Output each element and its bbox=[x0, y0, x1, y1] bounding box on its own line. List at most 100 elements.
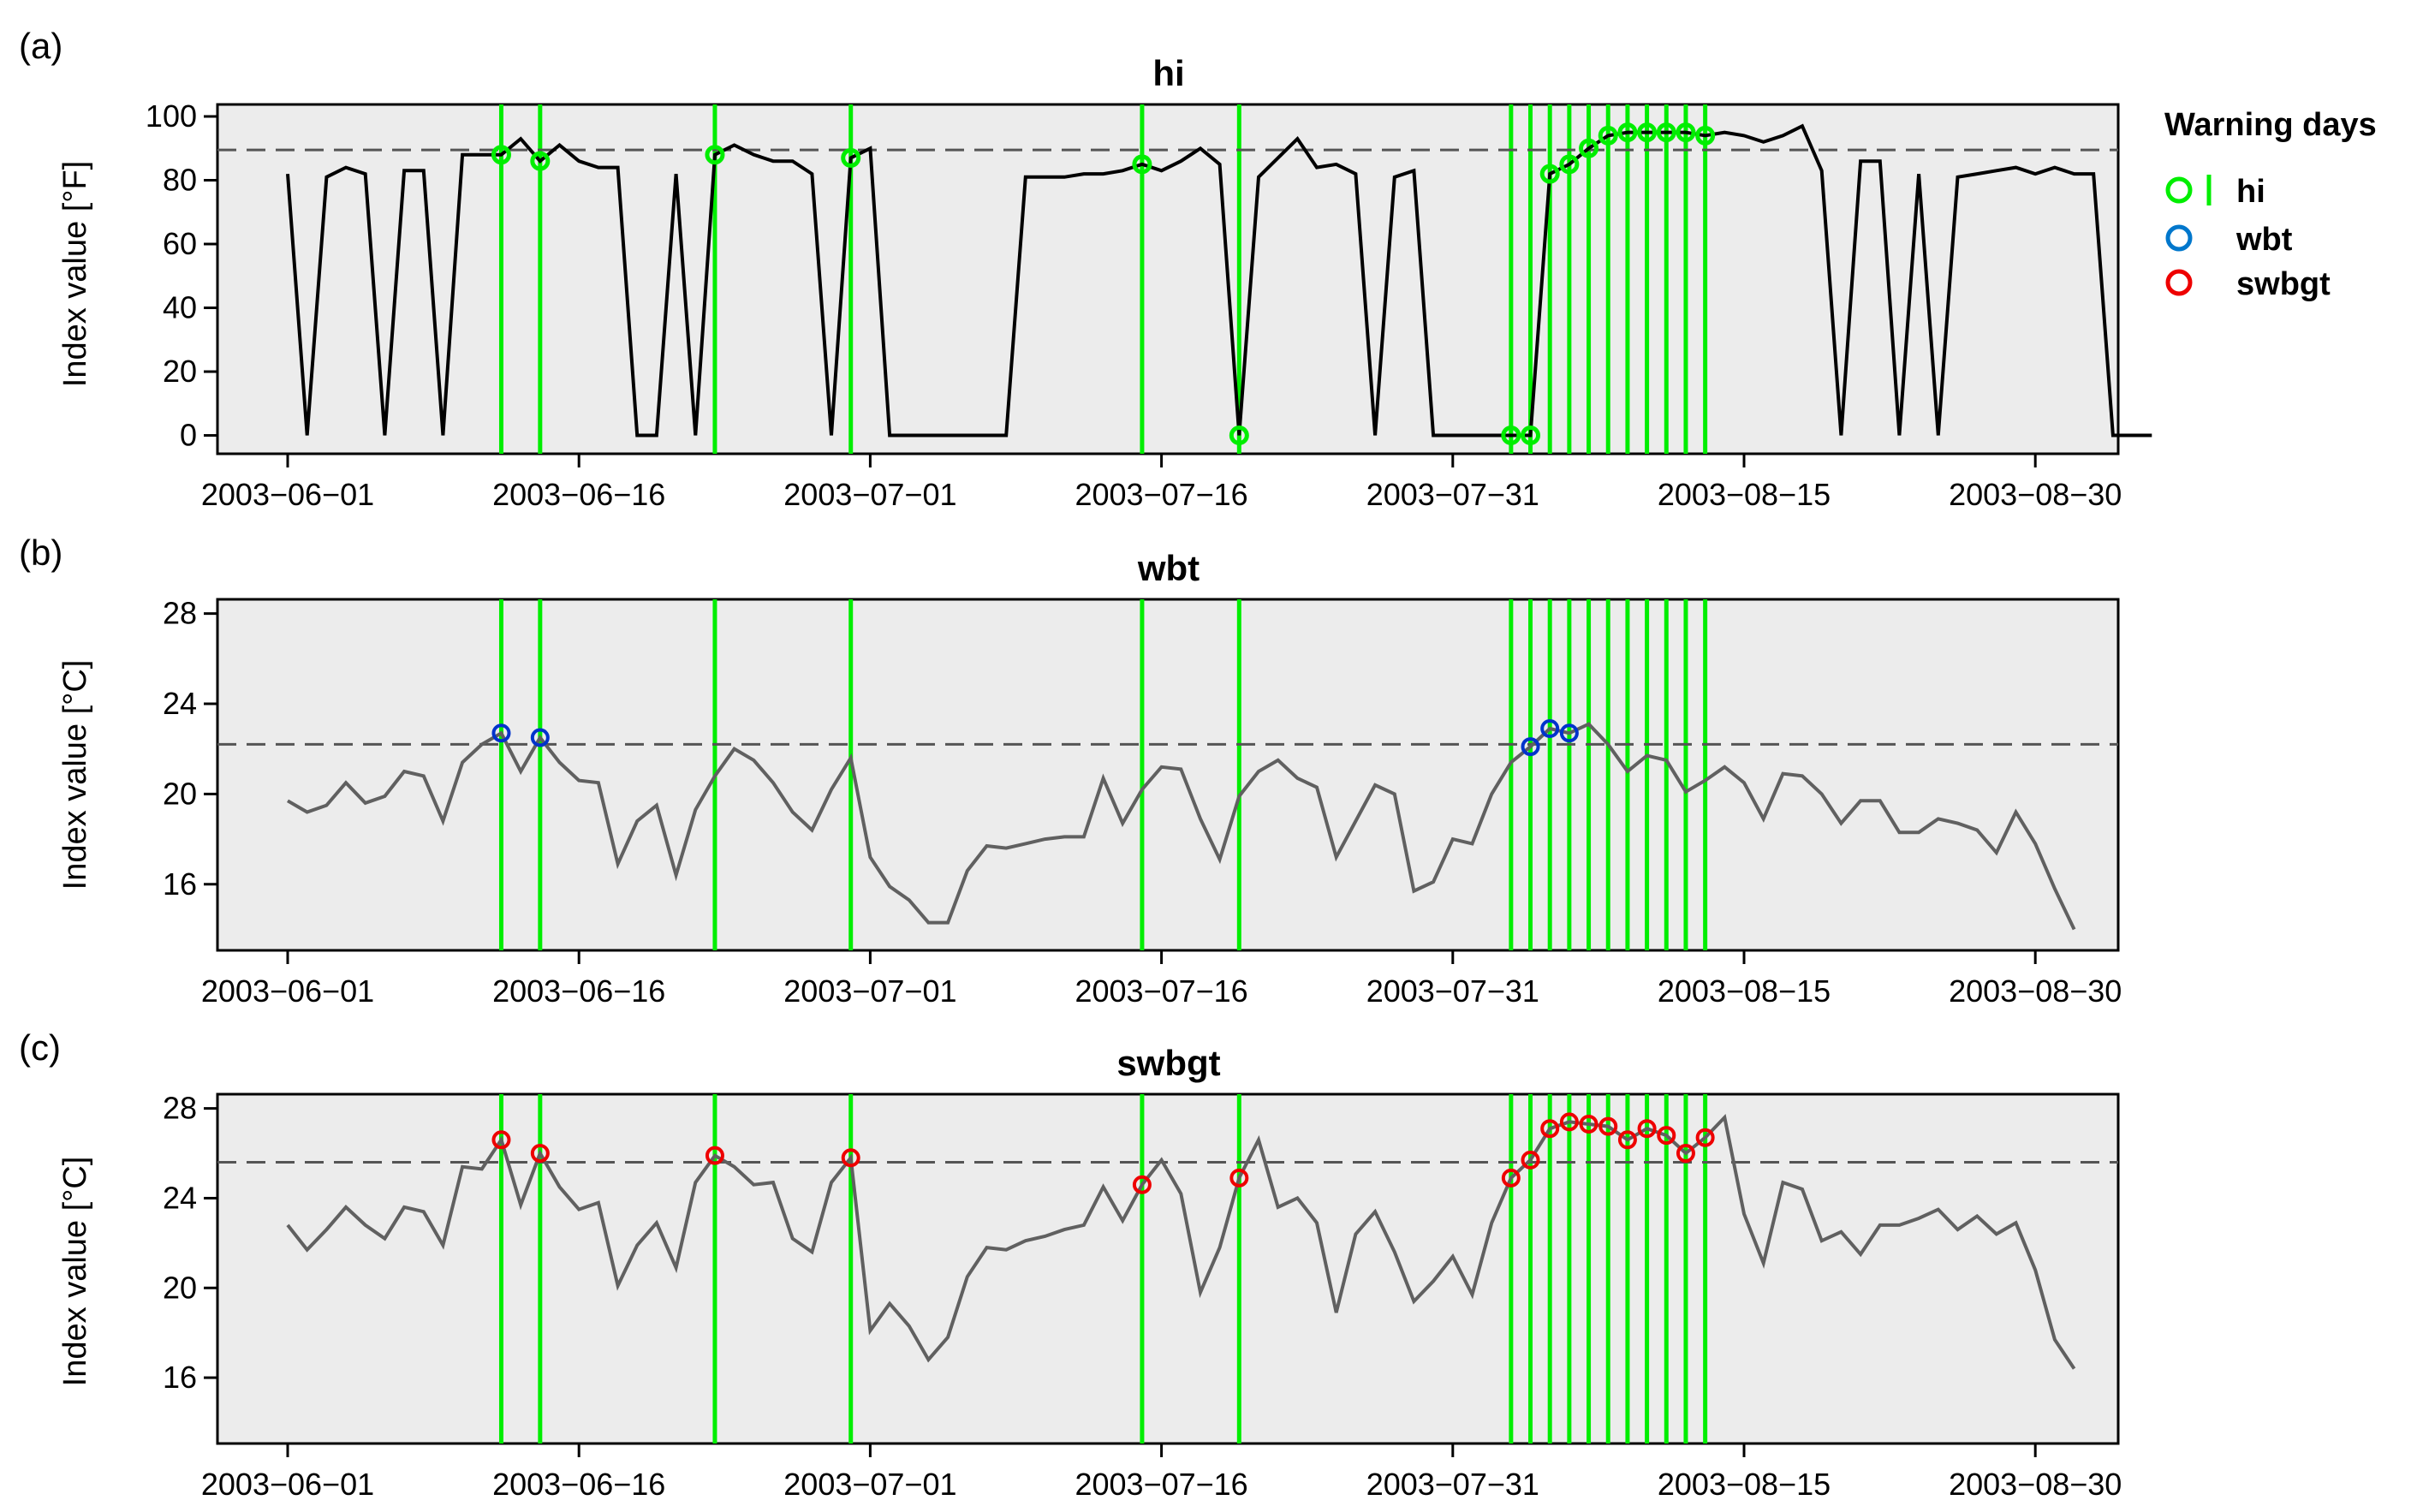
panel-label: (c) bbox=[19, 1027, 61, 1068]
series-line-hi bbox=[286, 123, 2152, 438]
warning-marker bbox=[491, 145, 511, 165]
plot-frame bbox=[216, 1092, 2120, 1445]
y-tick-label: 16 bbox=[163, 1360, 197, 1395]
x-tick-label: 2003−07−16 bbox=[1075, 973, 1247, 1009]
legend-marker-wbt bbox=[2165, 224, 2193, 252]
chart-title: wbt bbox=[1137, 548, 1200, 588]
y-tick-label: 20 bbox=[163, 1270, 197, 1305]
warning-marker bbox=[1579, 138, 1599, 158]
x-tick-label: 2003−08−30 bbox=[1949, 973, 2122, 1009]
warning-marker bbox=[1657, 1126, 1676, 1146]
warning-marker bbox=[530, 151, 551, 171]
x-tick-label: 2003−08−30 bbox=[1949, 1467, 2122, 1502]
warning-marker bbox=[1598, 1116, 1618, 1136]
warning-marker bbox=[1229, 1168, 1249, 1188]
warning-marker bbox=[1579, 1114, 1598, 1134]
legend-label-wbt: wbt bbox=[2235, 222, 2293, 258]
legend: Warning days hi wbt swbgt bbox=[2164, 107, 2377, 302]
legend-title: Warning days bbox=[2164, 107, 2377, 143]
warning-marker bbox=[1598, 125, 1618, 146]
warning-marker bbox=[1132, 1175, 1152, 1194]
y-tick-label: 28 bbox=[163, 596, 197, 631]
y-tick-label: 24 bbox=[163, 1180, 197, 1215]
x-tick-label: 2003−07−01 bbox=[783, 973, 956, 1009]
warning-marker bbox=[841, 1148, 860, 1168]
x-tick-label: 2003−06−16 bbox=[492, 1467, 665, 1502]
warning-marker bbox=[1656, 122, 1676, 143]
warning-marker bbox=[530, 1144, 550, 1164]
panel-c-swbgt: (c) swbgt Index value [°C] 16 20 24 28 2003−… bbox=[19, 1027, 2122, 1502]
series-line-swbgt bbox=[286, 1113, 2076, 1370]
warning-marker bbox=[491, 1130, 511, 1150]
warning-marker bbox=[1501, 426, 1521, 446]
x-tick-label: 2003−07−01 bbox=[783, 1467, 956, 1502]
y-tick-label: 24 bbox=[163, 686, 197, 721]
panel-label: (a) bbox=[19, 26, 63, 66]
warning-marker bbox=[1540, 1119, 1560, 1139]
x-tick-label: 2003−07−31 bbox=[1366, 1467, 1539, 1502]
warning-marker bbox=[1501, 1168, 1521, 1188]
x-tick-label: 2003−06−01 bbox=[201, 477, 374, 512]
y-tick-label: 20 bbox=[163, 354, 197, 389]
x-tick-label: 2003−07−01 bbox=[783, 477, 956, 512]
warning-marker bbox=[491, 723, 511, 743]
warning-marker bbox=[1521, 1150, 1540, 1170]
warning-marker bbox=[1559, 154, 1580, 175]
y-axis-label: Index value [°F] bbox=[57, 161, 93, 387]
x-tick-label: 2003−06−01 bbox=[201, 973, 374, 1009]
legend-item-hi: hi bbox=[2165, 174, 2265, 210]
warning-marker bbox=[1132, 154, 1152, 175]
legend-item-wbt: wbt bbox=[2165, 222, 2293, 258]
y-axis-label: Index value [°C] bbox=[57, 660, 93, 890]
panel-a-hi: (a) hi Index value [°F] 0 20 40 60 80 100 2003… bbox=[19, 26, 2152, 512]
x-tick-label: 2003−07−31 bbox=[1366, 973, 1539, 1009]
x-tick-label: 2003−07−16 bbox=[1075, 1467, 1247, 1502]
legend-label-hi: hi bbox=[2236, 174, 2265, 210]
plot-area: 16 20 24 28 2003−06−01 2003−06−16 2003−07−01 20… bbox=[163, 596, 2122, 1009]
warning-marker bbox=[530, 728, 550, 747]
warning-marker bbox=[1559, 723, 1579, 743]
legend-marker-hi bbox=[2165, 176, 2193, 204]
y-axis-label: Index value [°C] bbox=[57, 1157, 93, 1387]
warning-marker bbox=[1559, 1112, 1579, 1132]
warning-marker bbox=[1617, 122, 1638, 143]
x-tick-label: 2003−08−15 bbox=[1658, 477, 1831, 512]
warning-marker bbox=[1695, 1128, 1715, 1147]
x-tick-label: 2003−06−16 bbox=[492, 973, 665, 1009]
warning-marker bbox=[841, 147, 861, 168]
warning-marker bbox=[1676, 122, 1696, 143]
x-tick-label: 2003−08−30 bbox=[1949, 477, 2122, 512]
y-tick-label: 60 bbox=[163, 226, 197, 261]
y-tick-label: 28 bbox=[163, 1091, 197, 1126]
y-tick-label: 20 bbox=[163, 776, 197, 811]
y-tick-label: 40 bbox=[163, 290, 197, 325]
y-tick-label: 0 bbox=[180, 418, 197, 453]
warning-marker bbox=[1617, 1130, 1637, 1150]
chart-title: hi bbox=[1152, 53, 1184, 93]
warning-marker bbox=[1695, 125, 1716, 146]
warning-marker bbox=[1521, 737, 1540, 757]
panel-b-wbt: (b) wbt Index value [°C] 16 20 24 28 2003−06… bbox=[19, 533, 2122, 1009]
warning-marker bbox=[1540, 718, 1560, 738]
series-line-wbt bbox=[286, 722, 2076, 931]
warning-marker bbox=[1637, 122, 1658, 143]
warning-marker bbox=[705, 145, 725, 165]
plot-area: 16 20 24 28 2003−06−01 2003−06−16 2003−07−01 20… bbox=[163, 1091, 2122, 1502]
y-tick-label: 100 bbox=[146, 98, 197, 134]
x-tick-label: 2003−07−31 bbox=[1366, 477, 1539, 512]
legend-marker-swbgt bbox=[2165, 269, 2193, 296]
warning-marker bbox=[1637, 1119, 1657, 1139]
x-tick-label: 2003−06−01 bbox=[201, 1467, 374, 1502]
chart-title: swbgt bbox=[1116, 1043, 1220, 1083]
legend-label-swbgt: swbgt bbox=[2236, 266, 2331, 302]
legend-item-swbgt: swbgt bbox=[2165, 266, 2331, 302]
x-tick-label: 2003−07−16 bbox=[1075, 477, 1247, 512]
warning-marker bbox=[1229, 426, 1249, 446]
warning-marker bbox=[705, 1146, 724, 1165]
warning-marker bbox=[1521, 426, 1541, 446]
y-tick-label: 80 bbox=[163, 163, 197, 198]
panel-label: (b) bbox=[19, 533, 63, 573]
x-tick-label: 2003−08−15 bbox=[1658, 1467, 1831, 1502]
warning-marker bbox=[1676, 1144, 1695, 1164]
